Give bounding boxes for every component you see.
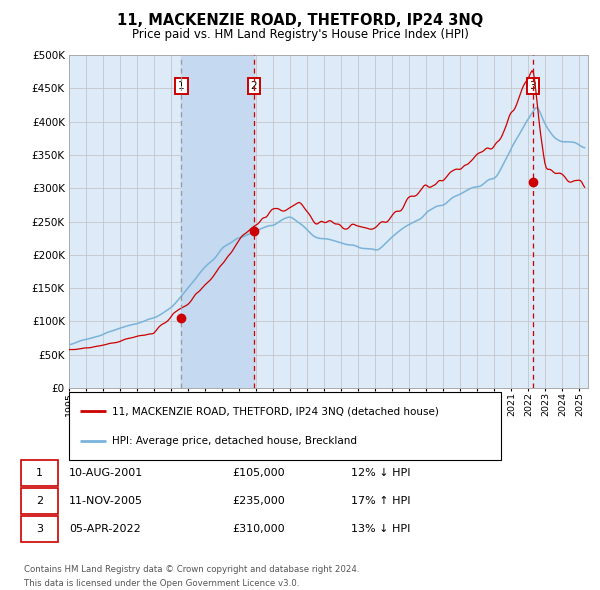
Text: 13% ↓ HPI: 13% ↓ HPI (351, 524, 410, 534)
Text: 2: 2 (36, 496, 43, 506)
Text: 2: 2 (251, 81, 257, 91)
Text: 3: 3 (530, 81, 536, 91)
FancyBboxPatch shape (69, 392, 501, 460)
Bar (181, 55, 254, 388)
Text: This data is licensed under the Open Government Licence v3.0.: This data is licensed under the Open Gov… (24, 579, 299, 588)
Text: £235,000: £235,000 (233, 496, 286, 506)
Text: Contains HM Land Registry data © Crown copyright and database right 2024.: Contains HM Land Registry data © Crown c… (24, 565, 359, 575)
Text: Price paid vs. HM Land Registry's House Price Index (HPI): Price paid vs. HM Land Registry's House … (131, 28, 469, 41)
Text: 17% ↑ HPI: 17% ↑ HPI (351, 496, 410, 506)
Text: HPI: Average price, detached house, Breckland: HPI: Average price, detached house, Brec… (112, 436, 357, 446)
Text: 3: 3 (36, 524, 43, 534)
Text: 11, MACKENZIE ROAD, THETFORD, IP24 3NQ: 11, MACKENZIE ROAD, THETFORD, IP24 3NQ (117, 13, 483, 28)
Text: £310,000: £310,000 (233, 524, 286, 534)
FancyBboxPatch shape (21, 460, 58, 486)
Text: 11, MACKENZIE ROAD, THETFORD, IP24 3NQ (detached house): 11, MACKENZIE ROAD, THETFORD, IP24 3NQ (… (112, 406, 439, 416)
FancyBboxPatch shape (21, 516, 58, 542)
Text: £105,000: £105,000 (233, 468, 286, 478)
FancyBboxPatch shape (21, 488, 58, 514)
Text: 12% ↓ HPI: 12% ↓ HPI (351, 468, 410, 478)
Text: 1: 1 (178, 81, 185, 91)
Text: 1: 1 (36, 468, 43, 478)
Text: 10-AUG-2001: 10-AUG-2001 (69, 468, 143, 478)
Text: 05-APR-2022: 05-APR-2022 (69, 524, 141, 534)
Text: 11-NOV-2005: 11-NOV-2005 (69, 496, 143, 506)
